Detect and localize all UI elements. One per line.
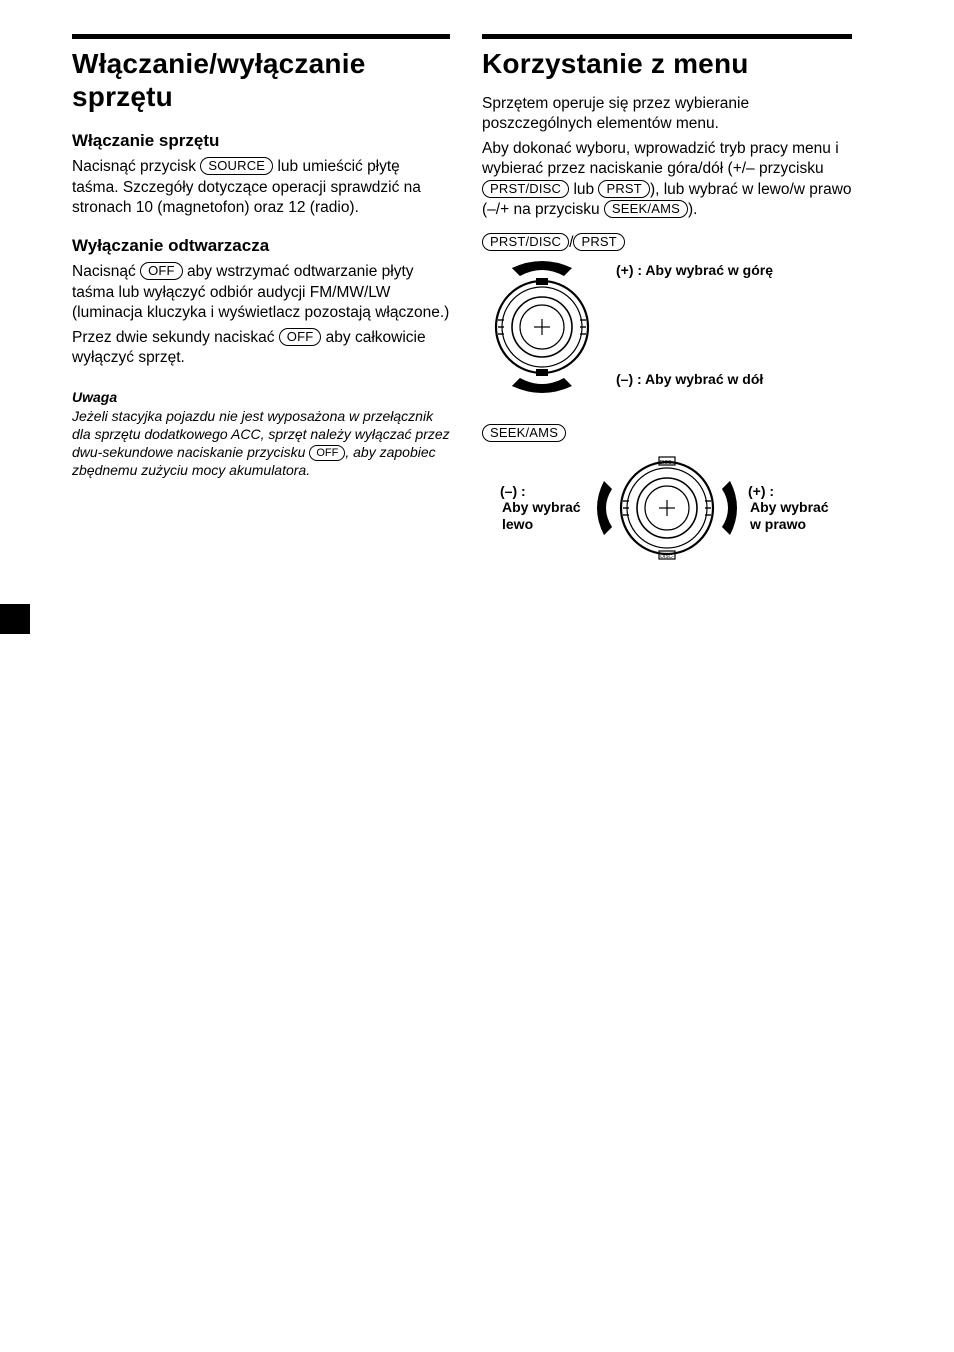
right-column: Korzystanie z menu Sprzętem operuje się … (482, 34, 852, 567)
key-off-note: OFF (309, 445, 345, 461)
para-power-off-2: Przez dwie sekundy naciskać OFF aby całk… (72, 328, 450, 369)
key-source: SOURCE (200, 157, 273, 175)
label-right: (+) : Aby wybrać w prawo (748, 483, 840, 533)
key-prstdisc: PRST/DISC (482, 233, 569, 251)
label-left: (–) : Aby wybrać lewo (494, 483, 586, 533)
para-menu-intro-a: Sprzętem operuje się przez wybieranie po… (482, 94, 852, 135)
key-row-vertical: PRST/DISC/PRST (482, 233, 852, 252)
dial-horizontal-icon: DISC+ DISC- (592, 449, 742, 567)
dial-vertical-labels: (+) : Aby wybrać w górę (–) : Aby wybrać… (616, 258, 773, 388)
side-tab-marker (0, 604, 30, 634)
text: (+) : (748, 483, 774, 499)
heading-menu: Korzystanie z menu (482, 47, 852, 80)
dial-vertical-icon (490, 258, 594, 396)
subheading-power-off: Wyłączanie odtwarzacza (72, 236, 450, 256)
key-seekams-intro: SEEK/AMS (604, 200, 688, 218)
text: Przez dwie sekundy naciskać (72, 329, 279, 346)
heading-rule-right (482, 34, 852, 39)
page-container: Włączanie/wyłączanie sprzętu Włączanie s… (0, 0, 954, 567)
note-heading: Uwaga (72, 389, 450, 405)
svg-text:DISC-: DISC- (660, 554, 674, 560)
text: Nacisnąć przycisk (72, 158, 200, 175)
text: Aby wybrać w prawo (750, 499, 840, 532)
dial-vertical-block: (+) : Aby wybrać w górę (–) : Aby wybrać… (482, 258, 852, 396)
label-down: (–) : Aby wybrać w dół (616, 371, 773, 388)
key-off-1: OFF (140, 262, 183, 280)
key-prst-intro: PRST (598, 180, 649, 198)
text: Aby dokonać wyboru, wprowadzić tryb prac… (482, 140, 839, 177)
text: (–) : (500, 483, 526, 499)
key-prst: PRST (573, 233, 624, 251)
key-prstdisc-intro: PRST/DISC (482, 180, 569, 198)
key-off-2: OFF (279, 328, 322, 346)
text: Nacisnąć (72, 263, 140, 280)
dial-horizontal-block: (–) : Aby wybrać lewo DISC+ DIS (482, 449, 852, 567)
para-menu-intro-b: Aby dokonać wyboru, wprowadzić tryb prac… (482, 139, 852, 221)
heading-power: Włączanie/wyłączanie sprzętu (72, 47, 450, 113)
heading-rule-left (72, 34, 450, 39)
key-seekams: SEEK/AMS (482, 424, 566, 442)
para-power-off-1: Nacisnąć OFF aby wstrzymać odtwarzanie p… (72, 262, 450, 323)
key-row-horizontal: SEEK/AMS (482, 424, 852, 443)
subheading-power-on: Włączanie sprzętu (72, 131, 450, 151)
text: Aby wybrać lewo (502, 499, 586, 532)
left-column: Włączanie/wyłączanie sprzętu Włączanie s… (72, 34, 450, 567)
text: lub (569, 181, 598, 198)
svg-text:DISC+: DISC+ (660, 460, 675, 466)
note-body: Jeżeli stacyjka pojazdu nie jest wyposaż… (72, 407, 450, 480)
text: ). (688, 201, 697, 218)
para-power-on: Nacisnąć przycisk SOURCE lub umieścić pł… (72, 157, 450, 218)
label-up: (+) : Aby wybrać w górę (616, 262, 773, 279)
